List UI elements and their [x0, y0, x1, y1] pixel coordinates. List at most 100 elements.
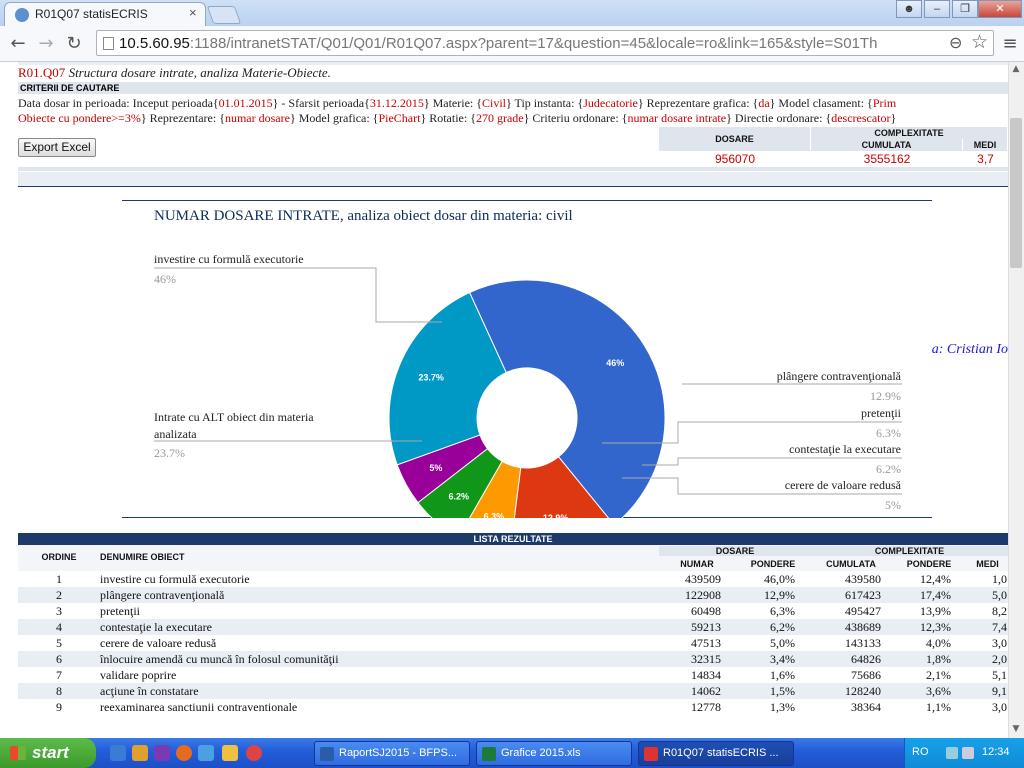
legend-label-investire: investire cu formulă executorie [154, 252, 304, 266]
tray-settings-icon[interactable] [946, 747, 958, 759]
taskbar-task[interactable]: R01Q07 statisECRIS ... [638, 741, 794, 766]
cell-ord: 3 [56, 604, 62, 618]
cell-ord: 5 [56, 636, 62, 650]
criteria-2-seg-8: numar dosare intrate [627, 111, 727, 125]
criteria-1-seg-11: Prim [872, 96, 897, 110]
menu-icon[interactable]: ≡ [1002, 33, 1018, 54]
task-app-icon [644, 747, 658, 761]
cell-num: 439509 [685, 572, 721, 586]
cell-med: 2,0 [992, 652, 1007, 666]
cell-pond2: 12,4% [920, 572, 951, 586]
legend-label-contestatie: contestaţie la executare [789, 442, 901, 456]
cell-num: 47513 [691, 636, 721, 650]
legend-pct-pretentii: 6.3% [876, 426, 901, 440]
cell-num: 14834 [691, 668, 721, 682]
legend-pct-contestatie: 6.2% [876, 462, 901, 476]
quicklaunch-chrome-icon[interactable] [246, 745, 262, 761]
url-text: 10.5.60.95:1188/intranetSTAT/Q01/Q01/R01… [119, 35, 949, 52]
zoom-icon[interactable]: ⊖ [949, 33, 963, 52]
export-excel-button[interactable]: Export Excel [18, 138, 96, 157]
criteria-1-seg-3: 31.12.2015 [369, 96, 424, 110]
criteria-1-seg-7: Judecatorie [583, 96, 638, 110]
forward-arrow-icon[interactable]: → [38, 33, 54, 54]
cell-name: contestaţie la executare [100, 620, 212, 634]
browser-tab[interactable]: R01Q07 statisECRIS × [4, 2, 206, 26]
cell-pond: 46,0% [764, 572, 795, 586]
criteria-1-seg-10: } Model clasament: { [769, 96, 873, 110]
criteria-1-seg-6: } Tip instanta: { [506, 96, 584, 110]
quicklaunch-firefox-icon[interactable] [176, 745, 192, 761]
separator-bar [18, 167, 1008, 171]
start-button[interactable]: start [0, 738, 96, 768]
cell-pond2: 12,3% [920, 620, 951, 634]
criteria-1-seg-0: Data dosar in perioada: Inceput perioada… [18, 96, 219, 110]
table-row: 4 contestaţie la executare 59213 6,2% 438689… [18, 619, 1008, 635]
totals-cumulata-header: CUMULATA [811, 139, 963, 151]
quicklaunch-ie2-icon[interactable] [198, 745, 214, 761]
clock: 12:34 [982, 746, 1010, 758]
back-arrow-icon[interactable]: ← [10, 33, 26, 54]
table-row: 1 investire cu formulă executorie 439509 46… [18, 571, 1008, 587]
cell-name: reexaminarea sanctiunii contraventionale [100, 700, 298, 714]
totals-medie-header: MEDI [963, 139, 1008, 151]
quicklaunch-app-icon[interactable] [154, 745, 170, 761]
pie-slice-label-3: 6.2% [448, 491, 469, 501]
task-app-icon [320, 747, 334, 761]
criteria-1-seg-2: } - Sfarsit perioada{ [272, 96, 370, 110]
cell-name: validare poprire [100, 668, 177, 682]
pie-slice-2[interactable] [458, 460, 522, 518]
cell-cum: 143133 [845, 636, 881, 650]
cell-med: 3,0 [992, 636, 1007, 650]
criteria-2-seg-9: } Directie ordonare: { [726, 111, 832, 125]
cell-ord: 9 [56, 700, 62, 714]
pie-slice-1[interactable] [510, 456, 615, 518]
top-band [18, 62, 1008, 65]
cell-ord: 6 [56, 652, 62, 666]
address-bar[interactable]: 10.5.60.95:1188/intranetSTAT/Q01/Q01/R01… [96, 30, 994, 56]
pie-slice-5[interactable] [388, 291, 507, 466]
report-code: R01.Q07 [18, 65, 66, 80]
criteria-2-seg-0: Obiecte cu pondere>=3% [18, 111, 141, 125]
scroll-up-icon[interactable]: ▲ [1012, 64, 1020, 74]
col-denumire: DENUMIRE OBIECT [100, 552, 185, 562]
legend-pct-alt: 23.7% [154, 446, 185, 460]
pie-slice-label-4: 5% [429, 463, 442, 473]
scrollbar-thumb[interactable] [1010, 118, 1022, 268]
quicklaunch-media-icon[interactable] [132, 745, 148, 761]
cell-med: 7,4 [992, 620, 1007, 634]
pie-slice-0[interactable] [468, 279, 666, 518]
pie-chart: 46% 12.9% 6.3% 6.2% 5% 23.7% [154, 267, 902, 518]
cell-num: 32315 [691, 652, 721, 666]
cell-med: 1,0 [992, 572, 1007, 586]
quicklaunch-ie-icon[interactable] [110, 745, 126, 761]
cell-cum: 128240 [845, 684, 881, 698]
quicklaunch-clock-icon[interactable] [222, 745, 238, 761]
criteria-2-seg-3: } Model grafica: { [289, 111, 379, 125]
tray-network-icon[interactable] [962, 747, 974, 759]
taskbar-task[interactable]: RaportSJ2015 - BFPS... [314, 741, 470, 766]
minimize-button[interactable]: – [924, 0, 950, 18]
language-indicator[interactable]: RO [912, 746, 929, 758]
cell-pond2: 4,0% [926, 636, 951, 650]
legend-label-plangere: plângere contravenţională [776, 369, 901, 383]
taskbar-task[interactable]: Grafice 2015.xls [476, 741, 632, 766]
col-numar: NUMAR [680, 559, 714, 569]
cell-cum: 439580 [845, 572, 881, 586]
cell-num: 12778 [691, 700, 721, 714]
table-row: 2 plângere contravenţională 122908 12,9% 617… [18, 587, 1008, 603]
maximize-button[interactable]: ❐ [952, 0, 978, 18]
close-button[interactable]: ✕ [978, 0, 1022, 18]
scroll-down-icon[interactable]: ▼ [1012, 724, 1020, 734]
reload-icon[interactable]: ↻ [66, 33, 82, 54]
col-dosare-group: DOSARE [659, 546, 811, 556]
user-icon[interactable]: ☻ [896, 0, 922, 18]
bookmark-star-icon[interactable]: ☆ [971, 31, 989, 53]
legend-label-cerere: cerere de valoare redusă [784, 478, 901, 492]
tab-close-icon[interactable]: × [189, 5, 197, 20]
task-app-icon [482, 747, 496, 761]
table-row: 8 acţiune în constatare 14062 1,5% 128240 3,6… [18, 683, 1008, 699]
criteria-2-seg-7: } Criteriu ordonare: { [523, 111, 628, 125]
cell-name: plângere contravenţională [100, 588, 225, 602]
totals-medie-value: 3,7 [977, 152, 994, 166]
criteria-line-2: Obiecte cu pondere>=3%} Reprezentare: {n… [18, 111, 896, 126]
